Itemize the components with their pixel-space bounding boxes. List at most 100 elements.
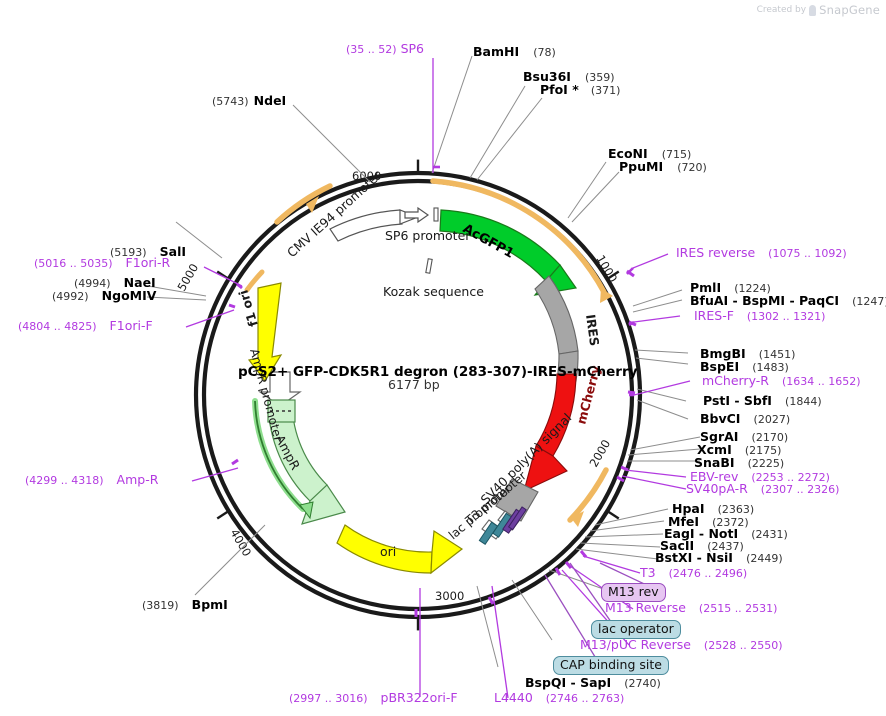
enzyme-label-pfoi[interactable]: PfoI * (371): [540, 81, 620, 97]
feature-label-sp6-promoter: SP6 promoter: [385, 228, 471, 243]
enzyme-name-snabi: SnaBI: [694, 455, 735, 470]
enzyme-name-bspqi-sapi: BspQI - SapI: [525, 675, 612, 690]
primer-label-sv40pa-r[interactable]: SV40pA-R (2307 .. 2326): [686, 481, 840, 496]
enzyme-name-bmgbi: BmgBI: [700, 346, 746, 361]
enzyme-label-pmli[interactable]: PmlI (1224): [690, 279, 771, 295]
enzyme-pos-bspei: (1483): [752, 361, 789, 374]
enzyme-name-naei: NaeI: [123, 275, 156, 290]
primer-label-ebv-rev[interactable]: EBV-rev (2253 .. 2272): [690, 469, 830, 484]
feature-label-ori: ori: [380, 544, 396, 559]
feature-mcherry: [523, 373, 577, 492]
enzyme-label-econi[interactable]: EcoNI (715): [608, 145, 691, 161]
enzyme-name-bamhi: BamHI: [473, 44, 520, 59]
primer-label-f1ori-f[interactable]: (4804 .. 4825) F1ori-F: [18, 318, 153, 333]
enzyme-name-sacii: SacII: [660, 538, 695, 553]
enzyme-label-ppumi[interactable]: PpuMI (720): [619, 158, 707, 174]
enzyme-pos-naei: (4994): [74, 277, 111, 290]
primer-label-f1ori-r[interactable]: (5016 .. 5035) F1ori-R: [34, 256, 170, 270]
enzyme-label-ndei[interactable]: (5743) NdeI: [212, 92, 286, 108]
badge-m13-rev[interactable]: M13 rev: [601, 583, 666, 603]
ampr-span-arc: [252, 398, 314, 520]
primer-name-f1ori-f: F1ori-F: [109, 318, 153, 333]
primer-label-pbr322ori-f[interactable]: (2997 .. 3016) pBR322ori-F: [289, 691, 458, 705]
snapgene-logo-icon: [809, 4, 817, 16]
primer-name-sv40pa-r: SV40pA-R: [686, 481, 748, 496]
enzyme-label-snabi[interactable]: SnaBI (2225): [694, 454, 784, 470]
enzyme-pos-bfuai-group: (1247): [852, 295, 886, 308]
enzyme-label-bstxi-nsii[interactable]: BstXI - NsiI (2449): [655, 549, 783, 565]
badge-m13-rev-label: M13 rev: [601, 583, 666, 603]
ruler-tick-labels: 1000 2000 3000 4000 5000 6000: [174, 169, 620, 603]
badge-cap-binding-site[interactable]: CAP binding site: [553, 656, 669, 676]
primer-label-m13-reverse[interactable]: M13 Reverse (2515 .. 2531): [605, 601, 777, 615]
enzyme-name-sali: SalI: [159, 244, 187, 259]
enzyme-label-eagi-noti[interactable]: EagI - NotI (2431): [664, 525, 788, 541]
feature-label-ires: IRES: [583, 313, 602, 347]
feature-ampr: [267, 402, 346, 525]
primer-label-ires-reverse[interactable]: IRES reverse (1075 .. 1092): [676, 246, 847, 260]
enzyme-label-naei[interactable]: (4994) NaeI: [74, 274, 156, 290]
enzyme-label-ngomiv[interactable]: (4992) NgoMIV: [52, 287, 156, 303]
enzyme-name-econi: EcoNI: [608, 146, 648, 161]
primer-label-l4440[interactable]: L4440 (2746 .. 2763): [494, 690, 625, 705]
badge-lac-operator[interactable]: lac operator: [591, 620, 681, 640]
primer-label-sp6[interactable]: (35 .. 52) SP6: [346, 41, 424, 56]
enzyme-name-sgrai: SgrAI: [700, 429, 739, 444]
enzyme-label-sacii[interactable]: SacII (2437): [660, 537, 744, 553]
ruler-tick-5000: 5000: [174, 261, 201, 293]
primer-range-l4440: (2746 .. 2763): [545, 692, 625, 705]
enzyme-label-mfei[interactable]: MfeI (2372): [668, 513, 749, 529]
orange-arrowheads: [306, 196, 613, 527]
enzyme-name-eagi-noti: EagI - NotI: [664, 526, 739, 541]
ruler-tick-3000: 3000: [435, 589, 464, 603]
badge-cap-binding-site-label: CAP binding site: [553, 656, 669, 676]
enzyme-pos-sacii: (2437): [707, 540, 744, 553]
enzyme-label-bamhi[interactable]: BamHI (78): [473, 43, 556, 59]
enzyme-label-bfuai-group[interactable]: BfuAI - BspMI - PaqCI (1247): [690, 292, 886, 308]
enzyme-pos-sgrai: (2170): [751, 431, 789, 444]
enzyme-pos-ngomiv: (4992): [52, 290, 89, 303]
enzyme-label-sali[interactable]: (5193) SalI: [110, 243, 186, 259]
primer-name-sp6: SP6: [400, 41, 424, 56]
feature-ampr-promoter: [258, 371, 302, 423]
primer-name-amp-r: Amp-R: [116, 472, 159, 487]
primer-label-t3[interactable]: T3 (2476 .. 2496): [640, 566, 748, 580]
enzyme-label-bbvci[interactable]: BbvCI (2027): [700, 410, 790, 426]
feature-kozak-sequence: [425, 258, 433, 274]
enzyme-label-bmgbi[interactable]: BmgBI (1451): [700, 345, 795, 361]
enzyme-pos-bpmi: (3819): [142, 599, 179, 612]
primer-range-t3: (2476 .. 2496): [668, 567, 748, 580]
primer-name-ebv-rev: EBV-rev: [690, 469, 739, 484]
feature-ori: [336, 524, 464, 575]
enzyme-label-sgrai[interactable]: SgrAI (2170): [700, 428, 788, 444]
primer-label-amp-r[interactable]: (4299 .. 4318) Amp-R: [25, 472, 159, 487]
enzyme-pos-ndei: (5743): [212, 95, 249, 108]
enzyme-name-bpmi: BpmI: [191, 597, 228, 612]
enzyme-pos-bamhi: (78): [533, 46, 556, 59]
enzyme-pos-bbvci: (2027): [753, 413, 791, 426]
enzyme-name-bbvci: BbvCI: [700, 411, 741, 426]
leader-lines: [146, 55, 701, 668]
primer-label-m13-puc-reverse[interactable]: M13/pUC Reverse (2528 .. 2550): [580, 638, 782, 652]
enzyme-pos-bstxi-nsii: (2449): [746, 552, 783, 565]
plasmid-title: pCS2+ GFP-CDK5R1 degron (283-307)-IRES-m…: [238, 364, 638, 380]
primer-label-ires-f[interactable]: IRES-F (1302 .. 1321): [694, 309, 825, 323]
enzyme-label-bspqi-sapi[interactable]: BspQI - SapI (2740): [525, 674, 661, 690]
f1-ori-span-arc: [244, 269, 265, 293]
enzyme-pos-mfei: (2372): [712, 516, 749, 529]
enzyme-name-psti-sbfi: PstI - SbfI: [703, 393, 772, 408]
primer-name-l4440: L4440: [494, 690, 533, 705]
primer-label-mcherry-r[interactable]: mCherry-R (1634 .. 1652): [702, 374, 861, 388]
enzyme-label-xcmi[interactable]: XcmI (2175): [697, 441, 781, 457]
enzyme-label-psti-sbfi[interactable]: PstI - SbfI (1844): [703, 392, 822, 408]
enzyme-name-ppumi: PpuMI: [619, 159, 664, 174]
feature-sp6-promoter: [404, 206, 430, 224]
primer-range-pbr322ori-f: (2997 .. 3016): [289, 692, 368, 705]
primer-range-sv40pa-r: (2307 .. 2326): [760, 483, 840, 496]
enzyme-label-bspei[interactable]: BspEI (1483): [700, 358, 789, 374]
enzyme-label-hpai[interactable]: HpaI (2363): [672, 500, 754, 516]
enzyme-label-bsu36i[interactable]: Bsu36I (359): [523, 68, 615, 84]
enzyme-label-bpmi[interactable]: (3819) BpmI: [142, 596, 228, 612]
snapgene-watermark: Created by SnapGene: [757, 3, 880, 17]
